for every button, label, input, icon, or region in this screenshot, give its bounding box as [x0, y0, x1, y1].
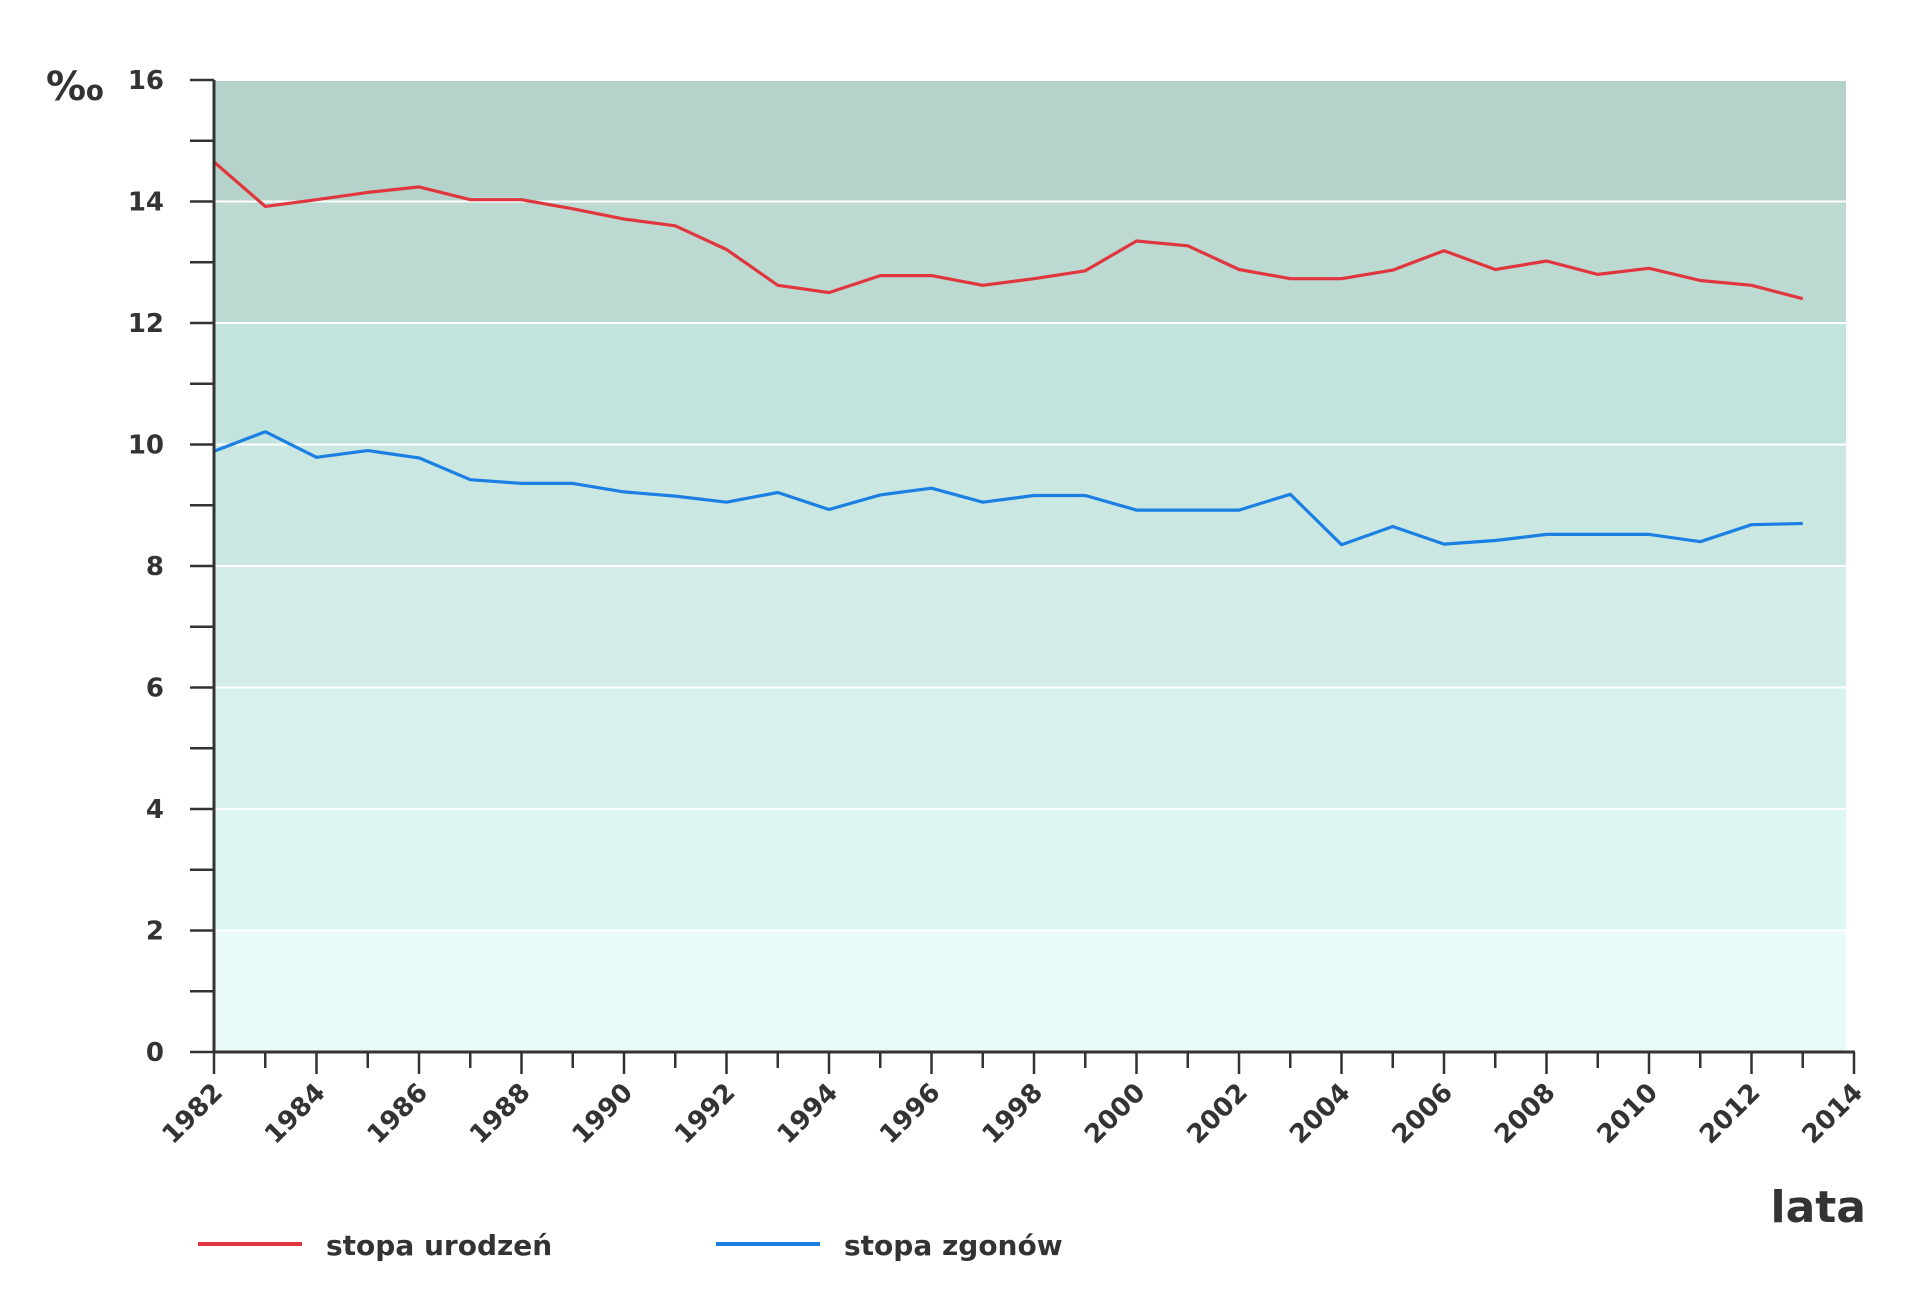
y-tick-label: 2 — [146, 917, 164, 947]
background-band — [214, 80, 1846, 202]
background-band — [214, 444, 1846, 566]
y-axis-unit-label: ‰ — [46, 64, 104, 110]
series-line-birth-rate — [212, 160, 1804, 301]
legend-item-birth-rate: stopa urodzeń — [198, 1229, 552, 1262]
y-tick-label: 8 — [146, 552, 164, 582]
x-axis-title: lata — [1771, 1182, 1867, 1233]
series-line-death-rate — [213, 430, 1803, 547]
y-tick-label: 6 — [146, 674, 164, 704]
x-tick-label: 1984 — [259, 1078, 331, 1150]
x-tick-label: 1986 — [362, 1078, 434, 1150]
legend-item-death-rate: stopa zgonów — [716, 1229, 1063, 1262]
legend-label-birth-rate: stopa urodzeń — [326, 1229, 552, 1262]
x-tick-label: 2008 — [1489, 1078, 1561, 1150]
y-tick-label: 4 — [146, 795, 164, 825]
x-tick-label: 1992 — [669, 1078, 741, 1150]
y-axis-ticks: 0 2 4 6 8 10 12 14 16 — [128, 66, 214, 1068]
y-tick-label: 10 — [128, 431, 164, 461]
background-band — [214, 566, 1846, 688]
x-axis-ticks: 1982 1984 1986 1988 1990 1992 1994 1996 1998 2000… — [157, 1052, 1869, 1150]
x-tick-label: 1994 — [772, 1078, 844, 1150]
x-tick-label: 2000 — [1079, 1078, 1151, 1150]
x-tick-label: 2014 — [1797, 1078, 1869, 1150]
y-tick-label: 12 — [128, 309, 164, 339]
background-band — [214, 930, 1846, 1052]
x-tick-label: 1998 — [977, 1078, 1049, 1150]
background-band — [214, 809, 1846, 931]
background-bands — [214, 80, 1846, 1052]
background-band — [214, 323, 1846, 445]
x-tick-label: 2006 — [1387, 1078, 1459, 1150]
x-tick-label: 1996 — [874, 1078, 946, 1150]
x-tick-label: 1990 — [567, 1078, 639, 1150]
grid-lines — [214, 79, 1846, 932]
y-tick-label: 0 — [146, 1038, 164, 1068]
x-tick-label: 1988 — [464, 1078, 536, 1150]
background-band — [214, 201, 1846, 323]
series-lines — [212, 160, 1804, 547]
legend-label-death-rate: stopa zgonów — [844, 1229, 1063, 1262]
y-tick-label: 16 — [128, 66, 164, 96]
x-tick-label: 2002 — [1182, 1078, 1254, 1150]
background-band — [214, 687, 1846, 809]
legend: stopa urodzeń stopa zgonów — [198, 1229, 1063, 1262]
x-tick-label: 2010 — [1592, 1078, 1664, 1150]
y-tick-label: 14 — [128, 188, 164, 218]
x-tick-label: 2004 — [1284, 1078, 1356, 1150]
x-tick-label: 1982 — [157, 1078, 229, 1150]
x-tick-label: 2012 — [1694, 1078, 1766, 1150]
